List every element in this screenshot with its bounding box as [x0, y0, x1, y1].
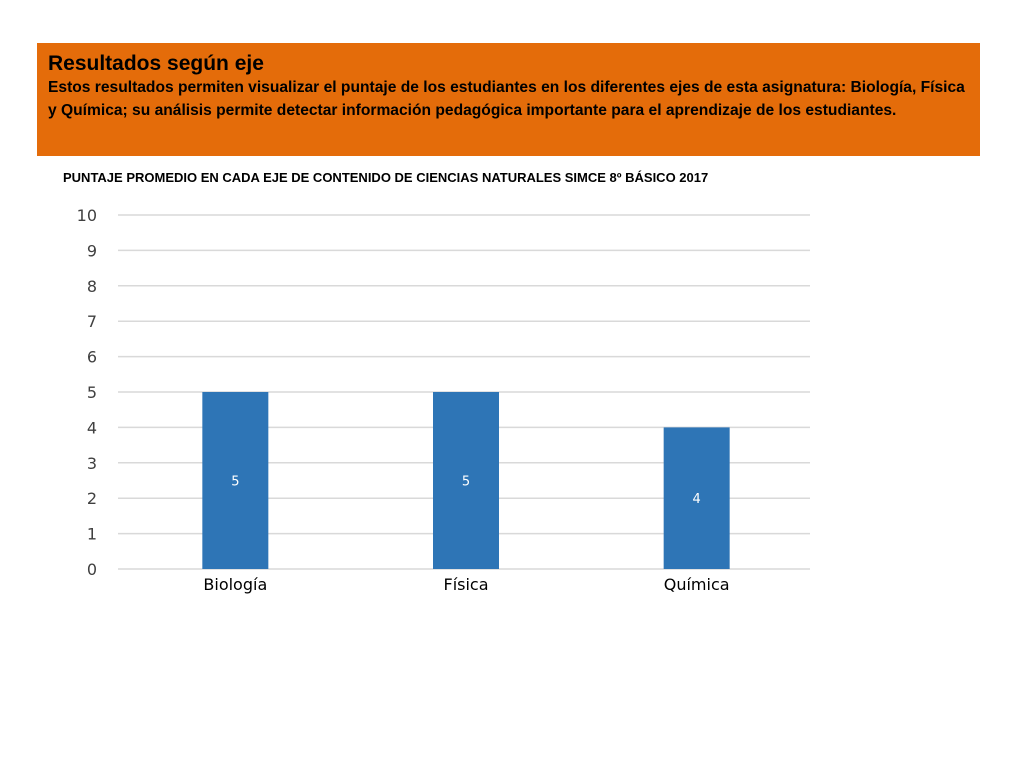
y-tick-label: 5 — [87, 383, 97, 402]
y-tick-label: 1 — [87, 525, 97, 544]
x-category-label: Química — [664, 575, 730, 594]
chart-title: PUNTAJE PROMEDIO EN CADA EJE DE CONTENID… — [63, 170, 709, 185]
x-category-label: Biología — [203, 575, 267, 594]
y-tick-label: 4 — [87, 418, 97, 437]
y-tick-label: 7 — [87, 312, 97, 331]
y-tick-label: 6 — [87, 348, 97, 367]
bar-data-label: 5 — [462, 475, 470, 490]
bar — [202, 392, 269, 569]
y-tick-label: 0 — [87, 560, 97, 579]
y-tick-label: 9 — [87, 241, 97, 260]
header-title: Resultados según eje — [48, 52, 264, 75]
y-tick-label: 8 — [87, 277, 97, 296]
y-tick-label: 3 — [87, 454, 97, 473]
bar — [663, 427, 730, 569]
bar-data-label: 5 — [231, 475, 239, 490]
bar — [433, 392, 499, 569]
header-description: Estos resultados permiten visualizar el … — [48, 79, 965, 119]
bar-data-label: 4 — [693, 492, 701, 507]
y-tick-label: 2 — [87, 489, 97, 508]
header-box: Resultados según eje Estos resultados pe… — [37, 43, 980, 156]
y-tick-label: 10 — [77, 206, 97, 225]
x-category-label: Física — [443, 575, 488, 594]
